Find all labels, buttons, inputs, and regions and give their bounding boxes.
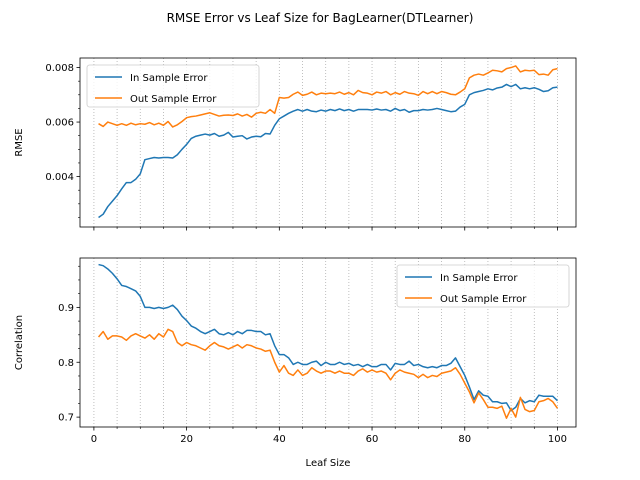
correlation-legend: In Sample Error Out Sample Error — [396, 264, 570, 308]
correlation-grid — [93, 258, 558, 427]
correlation-xtick-label: 60 — [366, 434, 379, 445]
correlation-series-in-sample-error — [98, 263, 558, 412]
correlation-xtick-label: 40 — [273, 434, 286, 445]
correlation-axes-frame — [79, 257, 577, 428]
correlation-ytick-label: 0.7 — [58, 413, 74, 424]
correlation-ylabel: Correlation — [14, 315, 25, 370]
rmse-ytick-label: 0.004 — [45, 172, 74, 183]
rmse-axes-frame — [79, 57, 577, 228]
rmse-legend-label: In Sample Error — [130, 73, 208, 84]
rmse-legend-box — [86, 64, 260, 108]
rmse-ylabel: RMSE — [14, 128, 25, 156]
correlation-panel: 0 20 40 60 80 100 0.7 0.8 0.9 Correlation Leaf Siz… — [14, 257, 577, 469]
figure-title: RMSE Error vs Leaf Size for BagLearner(D… — [167, 11, 474, 25]
correlation-xlabel: Leaf Size — [306, 458, 351, 469]
rmse-ytick-label: 0.008 — [45, 63, 74, 74]
correlation-legend-label: In Sample Error — [440, 273, 518, 284]
correlation-legend-label: Out Sample Error — [440, 294, 527, 305]
correlation-series-out-sample-error — [97, 328, 559, 419]
rmse-legend-label: Out Sample Error — [130, 94, 217, 105]
correlation-xtick-label: 100 — [548, 434, 567, 445]
correlation-ytick-label: 0.9 — [58, 303, 74, 314]
correlation-ytick-label: 0.8 — [58, 358, 74, 369]
correlation-xtick-label: 80 — [458, 434, 471, 445]
rmse-legend: In Sample Error Out Sample Error — [86, 64, 260, 108]
correlation-legend-box — [396, 264, 570, 308]
rmse-series-out-sample-error — [98, 65, 558, 128]
correlation-xtick-label: 20 — [180, 434, 193, 445]
correlation-xtick-label: 0 — [91, 434, 97, 445]
rmse-panel: 0.004 0.006 0.008 RMSE In Sample Error Out Sa… — [14, 57, 577, 231]
rmse-series-in-sample-error — [98, 83, 558, 219]
rmse-ytick-label: 0.006 — [45, 118, 74, 129]
rmse-grid — [93, 58, 558, 227]
